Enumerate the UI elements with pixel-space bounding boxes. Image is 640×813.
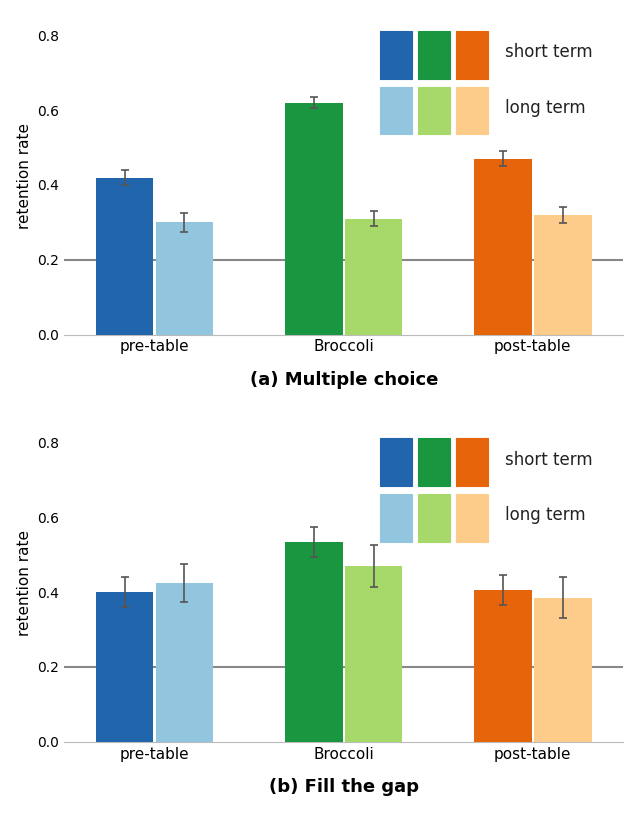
Bar (285, 541, 342, 741)
Y-axis label: retention rate: retention rate (17, 530, 31, 636)
Bar (456, 31, 488, 79)
Bar (345, 566, 403, 741)
Bar (380, 87, 413, 134)
Bar (418, 87, 451, 134)
X-axis label: (a) Multiple choice: (a) Multiple choice (250, 372, 438, 389)
Bar (156, 223, 213, 335)
Text: long term: long term (505, 99, 586, 117)
Bar (96, 592, 154, 741)
Bar (96, 177, 154, 335)
Bar (285, 102, 342, 335)
Bar (534, 598, 591, 741)
Y-axis label: retention rate: retention rate (17, 123, 31, 228)
Bar (418, 438, 451, 486)
Bar (474, 590, 532, 741)
Bar (418, 31, 451, 79)
Text: long term: long term (505, 506, 586, 524)
Bar (456, 438, 488, 486)
Text: short term: short term (505, 43, 593, 62)
Bar (456, 493, 488, 541)
Bar (456, 87, 488, 134)
Bar (534, 215, 591, 335)
Bar (380, 438, 413, 486)
Bar (156, 583, 213, 741)
Bar (380, 31, 413, 79)
Text: short term: short term (505, 450, 593, 468)
Bar (380, 493, 413, 541)
X-axis label: (b) Fill the gap: (b) Fill the gap (269, 778, 419, 796)
Bar (474, 159, 532, 335)
Bar (345, 219, 403, 335)
Bar (418, 493, 451, 541)
